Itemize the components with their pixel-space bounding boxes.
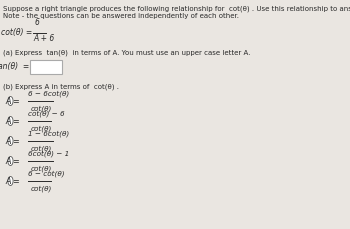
Text: 1 − 6cot(θ): 1 − 6cot(θ) (28, 130, 69, 137)
Circle shape (8, 177, 13, 185)
Text: cot(θ): cot(θ) (31, 185, 52, 192)
Circle shape (8, 136, 13, 145)
Text: Note - the questions can be answered independently of each other.: Note - the questions can be answered ind… (3, 13, 239, 19)
Text: cot(θ) − 6: cot(θ) − 6 (28, 110, 64, 117)
Text: 6 − cot(θ): 6 − cot(θ) (28, 170, 64, 177)
Circle shape (8, 96, 13, 106)
Text: (b) Express A in terms of  cot(θ) .: (b) Express A in terms of cot(θ) . (3, 83, 119, 90)
Text: A =: A = (5, 96, 20, 106)
Text: A + 6: A + 6 (33, 34, 54, 43)
Text: Suppose a right triangle produces the following relationship for  cot(θ) . Use t: Suppose a right triangle produces the fo… (3, 6, 350, 13)
Text: cot(θ): cot(θ) (31, 105, 52, 112)
FancyBboxPatch shape (30, 60, 62, 74)
Text: tan(θ)  =: tan(θ) = (0, 63, 29, 71)
Text: 6cot(θ) − 1: 6cot(θ) − 1 (28, 150, 69, 157)
Text: 6: 6 (35, 18, 40, 27)
Text: 6 − 6cot(θ): 6 − 6cot(θ) (28, 90, 69, 97)
Text: A =: A = (5, 177, 20, 185)
Text: cot(θ): cot(θ) (31, 165, 52, 172)
Text: cot(θ): cot(θ) (31, 145, 52, 152)
Text: (a) Express  tan(θ)  in terms of A. You must use an upper case letter A.: (a) Express tan(θ) in terms of A. You mu… (3, 50, 250, 57)
Circle shape (8, 117, 13, 125)
Text: A =: A = (5, 156, 20, 166)
Text: cot(θ): cot(θ) (31, 125, 52, 132)
Text: A =: A = (5, 136, 20, 145)
Text: A =: A = (5, 117, 20, 125)
Text: cot(θ) =: cot(θ) = (1, 27, 32, 36)
Circle shape (8, 156, 13, 166)
